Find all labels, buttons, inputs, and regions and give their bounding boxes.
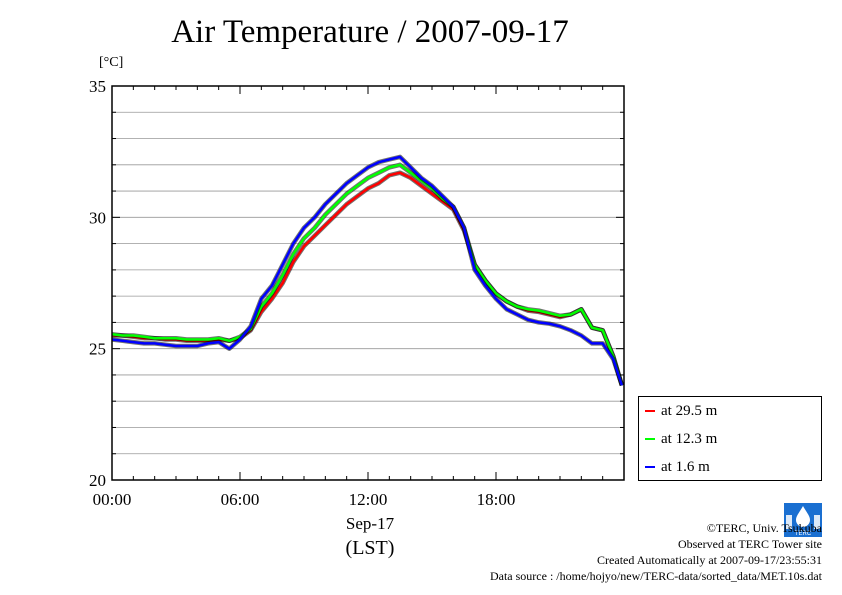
legend-swatch-1-6m [645, 466, 655, 468]
legend-label: at 12.3 m [661, 430, 718, 447]
legend-swatch-12-3m [645, 438, 655, 440]
legend-label: at 29.5 m [661, 402, 718, 419]
series-outline [112, 170, 625, 387]
series-line-1 [111, 163, 624, 386]
legend-label: at 1.6 m [661, 458, 710, 475]
credits-block: ©TERC, Univ. Tsukuba Observed at TERC To… [490, 520, 822, 584]
legend: at 29.5 m at 12.3 m at 1.6 m [638, 396, 822, 481]
series-line-2 [111, 155, 624, 386]
series-line-0 [112, 171, 624, 386]
y-tick-label: 35 [89, 77, 106, 96]
x-axis-timezone-label: (LST) [345, 537, 395, 559]
logo-text: TERC [795, 531, 812, 537]
legend-item-12-3m: at 12.3 m [645, 429, 717, 449]
y-tick-label: 20 [89, 471, 106, 490]
chart-title: Air Temperature / 2007-09-17 [171, 14, 569, 50]
terc-logo-icon: TERC [784, 503, 822, 537]
series-outline [111, 162, 625, 387]
legend-swatch-29-5m [645, 410, 655, 412]
x-tick-label: 12:00 [349, 490, 388, 509]
y-axis-unit: [°C] [99, 55, 124, 70]
x-axis-date-label: Sep-17 [345, 514, 395, 533]
legend-item-29-5m: at 29.5 m [645, 401, 717, 421]
x-tick-label: 18:00 [477, 490, 516, 509]
copyright-text: ©TERC, Univ. Tsukuba [706, 521, 822, 535]
created-text: Created Automatically at 2007-09-17/23:5… [597, 553, 822, 567]
plot-frame [111, 85, 625, 481]
y-tick-label: 30 [89, 208, 106, 227]
source-text: Data source : /home/hojyo/new/TERC-data/… [489, 569, 822, 583]
observed-text: Observed at TERC Tower site [677, 537, 822, 551]
x-tick-label: 06:00 [221, 490, 260, 509]
y-tick-label: 25 [89, 340, 106, 359]
legend-item-1-6m: at 1.6 m [645, 457, 710, 477]
x-tick-label: 00:00 [93, 490, 132, 509]
